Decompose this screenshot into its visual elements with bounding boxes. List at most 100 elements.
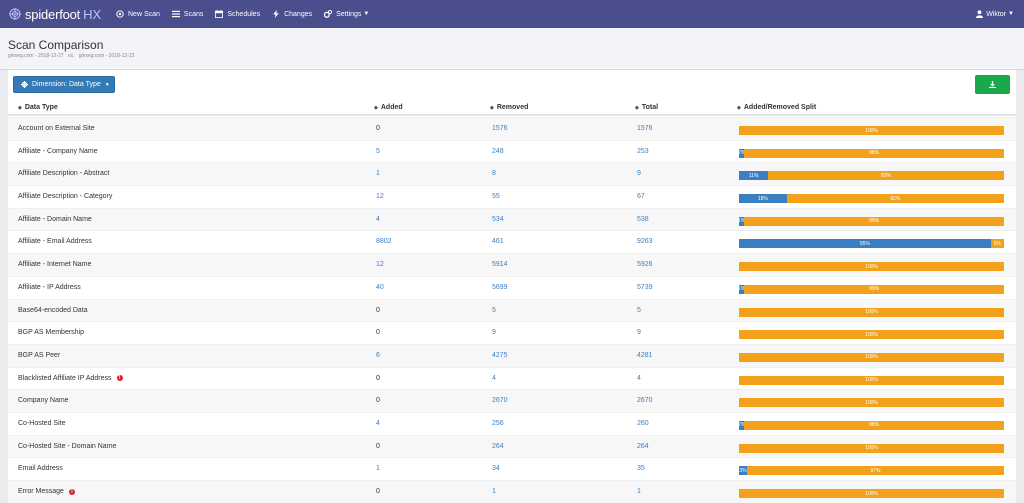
sort-icon: ◆ <box>635 104 639 111</box>
split-bar: 1%99% <box>739 284 1004 294</box>
nav-changes-label: Changes <box>284 10 313 18</box>
removed-count[interactable]: 2670 <box>492 397 508 405</box>
removed-count[interactable]: 34 <box>492 465 500 473</box>
nav-settings[interactable]: Settings ▼ <box>324 10 369 18</box>
total-count[interactable]: 260 <box>637 419 649 427</box>
nav-schedules[interactable]: Schedules <box>215 10 260 18</box>
total-count[interactable]: 9 <box>637 329 641 337</box>
data-type-cell: Affiliate - Domain Name <box>18 216 92 223</box>
data-type-label: Account on External Site <box>18 125 95 132</box>
split-bar: 95% 5% <box>739 239 1004 249</box>
removed-count[interactable]: 248 <box>492 147 504 155</box>
removed-segment: 89% <box>768 171 1004 181</box>
added-count: 0 <box>376 329 380 337</box>
removed-count[interactable]: 5914 <box>492 261 508 269</box>
total-count[interactable]: 5 <box>637 306 641 314</box>
total-count[interactable]: 5926 <box>637 261 653 269</box>
added-count: 0 <box>376 397 380 405</box>
col-header-data-type[interactable]: ◆ Data Type <box>18 104 58 111</box>
removed-count[interactable]: 1 <box>492 488 496 495</box>
added-segment: 1% <box>739 284 745 294</box>
nav-changes[interactable]: Changes <box>272 10 312 18</box>
table-row: Affiliate - IP Address 40 5699 5739 1%99% <box>8 275 1016 299</box>
chevron-down-icon: ▼ <box>1008 11 1014 17</box>
data-type-cell: Company Name <box>18 397 69 404</box>
col-header-split[interactable]: ◆ Added/Removed Split <box>737 104 816 111</box>
total-count[interactable]: 264 <box>637 442 649 450</box>
total-count[interactable]: 4 <box>637 374 641 382</box>
total-count[interactable]: 253 <box>637 147 649 155</box>
scan-b-name: ginseg.com - 2018-12-23 <box>78 53 135 59</box>
added-count[interactable]: 40 <box>376 283 384 291</box>
user-menu[interactable]: Wiktor ▼ <box>976 0 1014 28</box>
data-type-label: Error Message <box>18 488 64 495</box>
total-count[interactable]: 35 <box>637 465 645 473</box>
dimension-dropdown-button[interactable]: Dimension: Data Type ▼ <box>13 76 115 93</box>
table-row: Affiliate - Internet Name 12 5914 5926 100% <box>8 253 1016 276</box>
data-type-cell: Co-Hosted Site - Domain Name <box>18 443 116 450</box>
added-count[interactable]: 1 <box>376 465 380 473</box>
added-count[interactable]: 8802 <box>376 238 392 246</box>
added-count[interactable]: 1 <box>376 170 380 178</box>
removed-segment: 100% <box>739 126 1004 135</box>
table-row: Affiliate Description - Category 12 55 67 18… <box>8 185 1016 208</box>
data-type-cell: Email Address <box>18 465 63 472</box>
data-type-label: Affiliate - IP Address <box>18 283 81 291</box>
removed-count[interactable]: 264 <box>492 442 504 450</box>
removed-count[interactable]: 8 <box>492 170 496 178</box>
total-count[interactable]: 1 <box>637 488 641 495</box>
data-type-cell: BGP AS Membership <box>18 329 84 336</box>
removed-count[interactable]: 5699 <box>492 283 508 291</box>
nav-scans-label: Scans <box>183 10 204 18</box>
total-count[interactable]: 538 <box>637 215 649 223</box>
brand[interactable]: spiderfoot HX <box>9 7 109 22</box>
removed-count[interactable]: 5 <box>492 306 496 314</box>
nav-settings-label: Settings <box>336 10 362 18</box>
data-type-label: Affiliate - Email Address <box>18 238 92 246</box>
table-body: Account on External Site 0 1576 1576 100% Aff… <box>8 117 1016 503</box>
added-count[interactable]: 12 <box>376 193 384 201</box>
nav-scans[interactable]: Scans <box>171 10 204 18</box>
added-count[interactable]: 5 <box>376 147 380 155</box>
added-count[interactable]: 4 <box>376 419 380 427</box>
removed-count[interactable]: 534 <box>492 215 504 223</box>
total-count[interactable]: 9 <box>637 170 641 178</box>
data-type-cell: Affiliate - Email Address <box>18 238 92 245</box>
split-bar: 2%98% <box>739 148 1004 158</box>
removed-count[interactable]: 55 <box>492 193 500 201</box>
removed-count[interactable]: 4275 <box>492 351 508 359</box>
removed-count[interactable]: 256 <box>492 419 504 427</box>
added-segment: 11% <box>739 171 769 181</box>
removed-count[interactable]: 4 <box>492 374 496 382</box>
data-type-label: Affiliate - Company Name <box>18 147 98 155</box>
added-segment: 95% <box>739 239 991 249</box>
col-header-total[interactable]: ◆ Total <box>635 104 658 111</box>
total-count[interactable]: 4281 <box>637 351 653 359</box>
removed-segment: 98% <box>744 420 1004 430</box>
spider-logo-icon <box>9 8 21 20</box>
total-count[interactable]: 67 <box>637 193 645 201</box>
removed-segment: 82% <box>786 194 1004 204</box>
total-count[interactable]: 1576 <box>637 125 653 132</box>
user-name: Wiktor <box>986 10 1007 18</box>
added-count[interactable]: 12 <box>376 261 384 269</box>
col-header-removed[interactable]: ◆ Removed <box>490 104 528 111</box>
removed-segment: 100% <box>739 262 1004 272</box>
removed-count[interactable]: 1576 <box>492 125 508 132</box>
total-count[interactable]: 5739 <box>637 283 653 291</box>
split-bar: 100% <box>739 330 1004 340</box>
removed-count[interactable]: 461 <box>492 238 504 246</box>
added-count[interactable]: 4 <box>376 215 380 223</box>
removed-count[interactable]: 9 <box>492 329 496 337</box>
download-button[interactable] <box>975 75 1010 94</box>
removed-segment: 100% <box>739 352 1004 362</box>
col-header-added[interactable]: ◆ Added <box>374 104 403 111</box>
total-count[interactable]: 9263 <box>637 238 653 246</box>
table-row: Company Name 0 2670 2670 100% <box>8 389 1016 412</box>
data-type-cell: Affiliate - Company Name <box>18 148 98 155</box>
total-count[interactable]: 2670 <box>637 397 653 405</box>
col-header-split-label: Added/Removed Split <box>743 104 817 111</box>
added-count[interactable]: 6 <box>376 351 380 359</box>
sort-icon: ◆ <box>490 104 494 111</box>
nav-new-scan[interactable]: New Scan <box>116 10 160 18</box>
